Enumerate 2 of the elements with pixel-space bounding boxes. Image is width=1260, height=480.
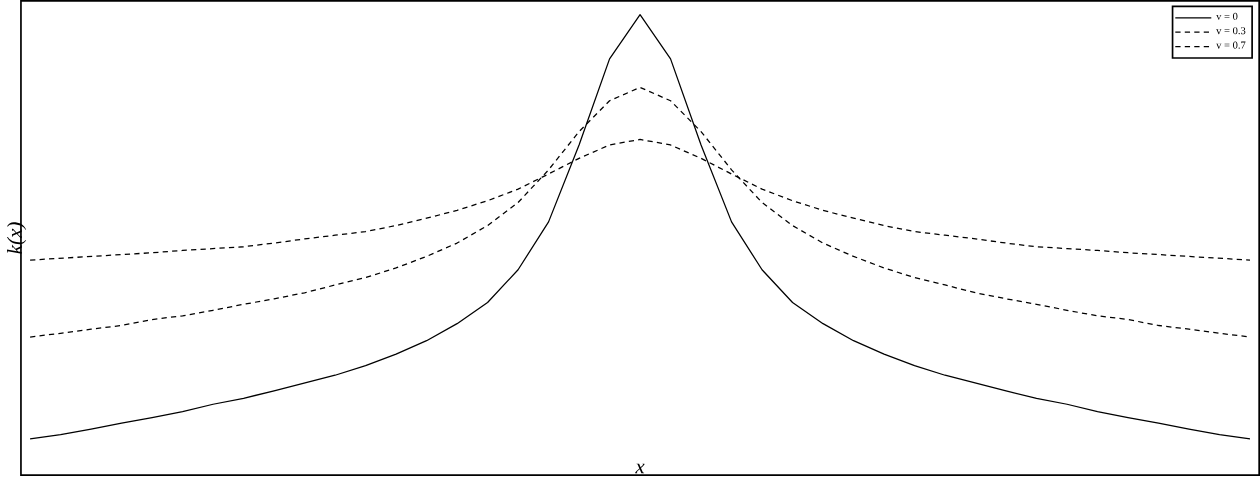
x-axis-title: x bbox=[635, 463, 645, 474]
y-axis-title: k(x) bbox=[7, 222, 27, 254]
